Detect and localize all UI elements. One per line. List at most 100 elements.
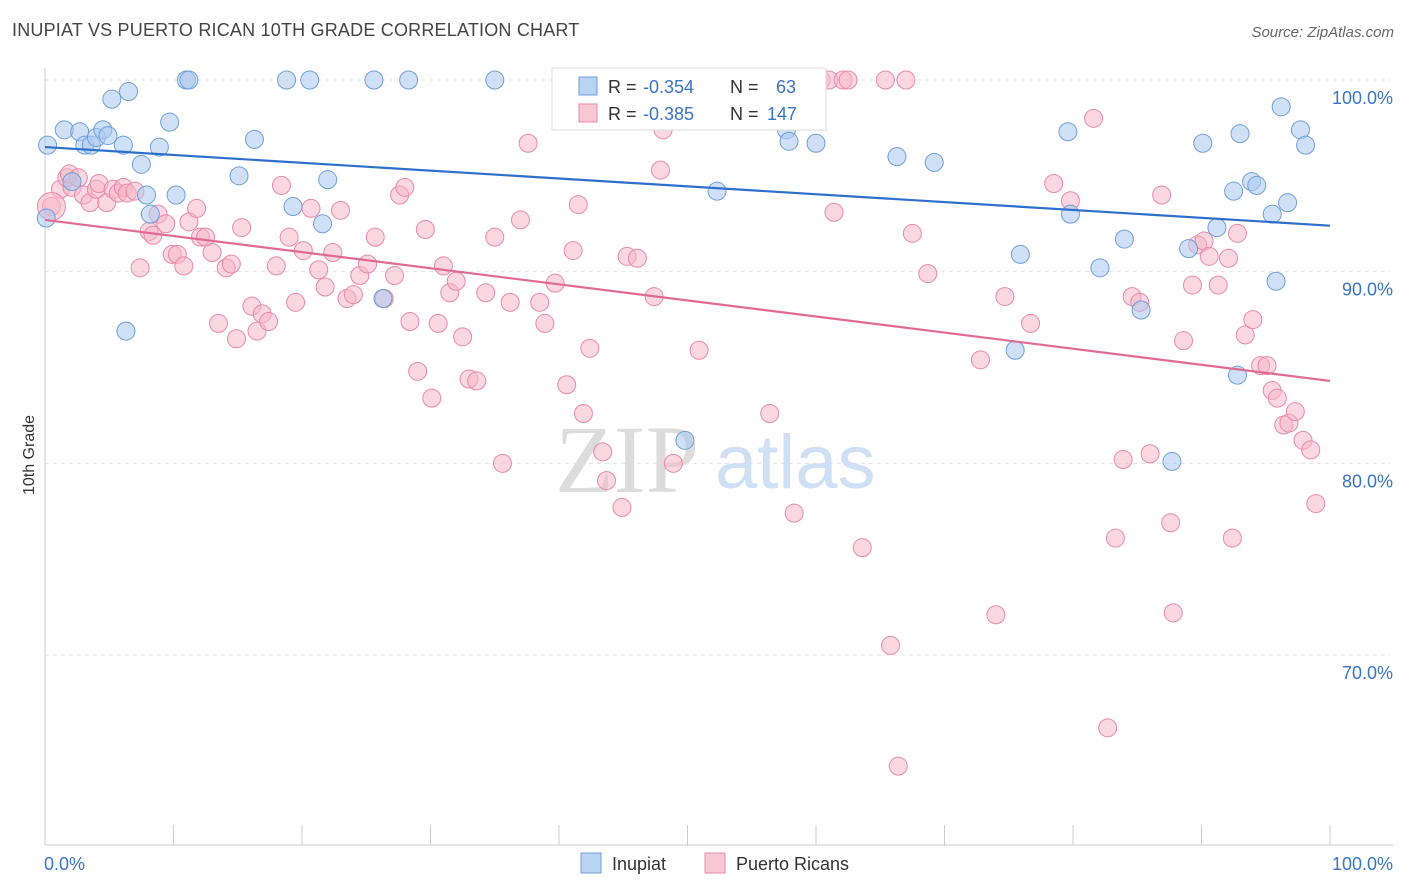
puerto-rican-point [309, 260, 329, 280]
inupiat-point [806, 133, 826, 153]
source-label: Source: ZipAtlas.com [1251, 24, 1394, 41]
puerto-rican-point [1044, 174, 1064, 193]
puerto-rican-point [535, 313, 555, 333]
trend-lines [44, 145, 1331, 383]
inupiat-point [1224, 181, 1244, 201]
puerto-rican-point [365, 227, 385, 247]
puerto-rican-point [1243, 310, 1263, 330]
puerto-rican-point [385, 266, 405, 285]
puerto-rican-point [689, 340, 709, 360]
puerto-rican-point [1301, 440, 1321, 460]
puerto-rican-point [301, 198, 321, 218]
puerto-rican-point [784, 503, 804, 523]
puerto-rican-point [408, 361, 428, 381]
puerto-rican-point [838, 70, 858, 90]
inupiat-point [1207, 218, 1227, 238]
inupiat-point [318, 170, 338, 190]
puerto-rican-point [1105, 528, 1125, 548]
puerto-rican-point [395, 177, 415, 197]
puerto-rican-point [174, 256, 194, 276]
y-tick-label: 90.0% [1342, 280, 1393, 300]
stats-legend: R = -0.354 N = 63 R = -0.385 N = 147 [551, 67, 827, 131]
puerto-rican-point [995, 287, 1015, 307]
inupiat-point [924, 152, 944, 172]
puerto-rican-point [1306, 494, 1326, 514]
inupiat-point [313, 214, 333, 234]
inupiat-point [119, 82, 139, 101]
inupiat-point [98, 126, 118, 146]
puerto-rican-point [918, 264, 938, 284]
puerto-rican-point [422, 388, 442, 408]
puerto-rican-point [875, 70, 895, 90]
puerto-rican-point [467, 371, 487, 391]
inupiat-point [300, 70, 320, 90]
puerto-rican-trend-line [44, 218, 1331, 383]
inupiat-point [166, 185, 186, 205]
inupiat-point [1179, 239, 1199, 259]
inupiat-point [1010, 244, 1030, 264]
puerto-rican-point [358, 254, 378, 274]
inupiat-point [1262, 204, 1282, 224]
inupiat-point [1230, 124, 1250, 144]
puerto-rican-point [1140, 444, 1160, 464]
inupiat-point [779, 131, 799, 151]
inupiat-point [1296, 135, 1316, 155]
inupiat-r-value: -0.354 [643, 77, 694, 97]
x-tick-label-end: 100.0% [1332, 854, 1393, 874]
puerto-rican-point [557, 375, 577, 395]
puerto-rican-point [1152, 185, 1172, 205]
puerto-rican-point [852, 538, 872, 558]
y-tick-label: 80.0% [1342, 471, 1393, 491]
puerto-rican-point [279, 227, 299, 247]
puerto-rican-point [563, 241, 583, 261]
puerto-rican-point [627, 248, 647, 268]
puerto-rican-point [1098, 718, 1118, 738]
inupiat-point [283, 197, 303, 216]
inupiat-point [887, 147, 907, 167]
puerto-n-label: N = [730, 104, 759, 124]
puerto-rican-point [970, 350, 990, 370]
puerto-rican-point [492, 453, 512, 473]
puerto-rican-point [271, 175, 291, 195]
inupiat-point [131, 154, 151, 174]
puerto-rican-point [476, 283, 496, 303]
puerto-rican-point [888, 756, 908, 776]
puerto-rican-point [1199, 246, 1219, 266]
series-legend: Inupiat Puerto Ricans [580, 852, 849, 874]
inupiat-point [113, 135, 133, 155]
puerto-rican-point [593, 442, 613, 462]
puerto-rican-point [1257, 356, 1277, 376]
puerto-rican-point [343, 285, 363, 305]
puerto-rican-point [286, 292, 306, 312]
inupiat-point [38, 135, 58, 155]
inupiat-point [229, 166, 249, 186]
puerto-rican-point [400, 312, 420, 331]
puerto-rican-point [156, 214, 176, 234]
puerto-rican-point [485, 227, 505, 247]
puerto-n-value: 147 [767, 104, 797, 124]
y-tick-label: 100.0% [1332, 88, 1393, 108]
inupiat-point [179, 70, 199, 90]
puerto-rican-point [1084, 108, 1104, 128]
grid-lines [45, 79, 1390, 656]
inupiat-point [1247, 175, 1267, 195]
inupiat-point [399, 70, 419, 90]
puerto-rican-point [1113, 450, 1133, 469]
x-tick-label-start: 0.0% [44, 854, 85, 874]
puerto-rican-point [415, 220, 435, 239]
puerto-rican-point [568, 195, 588, 215]
puerto-rican-point [902, 223, 922, 243]
inupiat-point [277, 70, 297, 90]
inupiat-point [1271, 97, 1291, 117]
puerto-rican-point [1235, 325, 1255, 345]
y-axis-label: 10th Grade [21, 415, 38, 495]
puerto-rican-point [1183, 275, 1203, 295]
inupiat-point [36, 208, 56, 228]
inupiat-trend-line [44, 145, 1331, 227]
inupiat-point [1060, 204, 1080, 224]
puerto-rican-point [1161, 513, 1181, 533]
puerto-rican-point [510, 210, 530, 230]
inupiat-point [1090, 258, 1110, 278]
puerto-rican-point [1227, 223, 1247, 243]
